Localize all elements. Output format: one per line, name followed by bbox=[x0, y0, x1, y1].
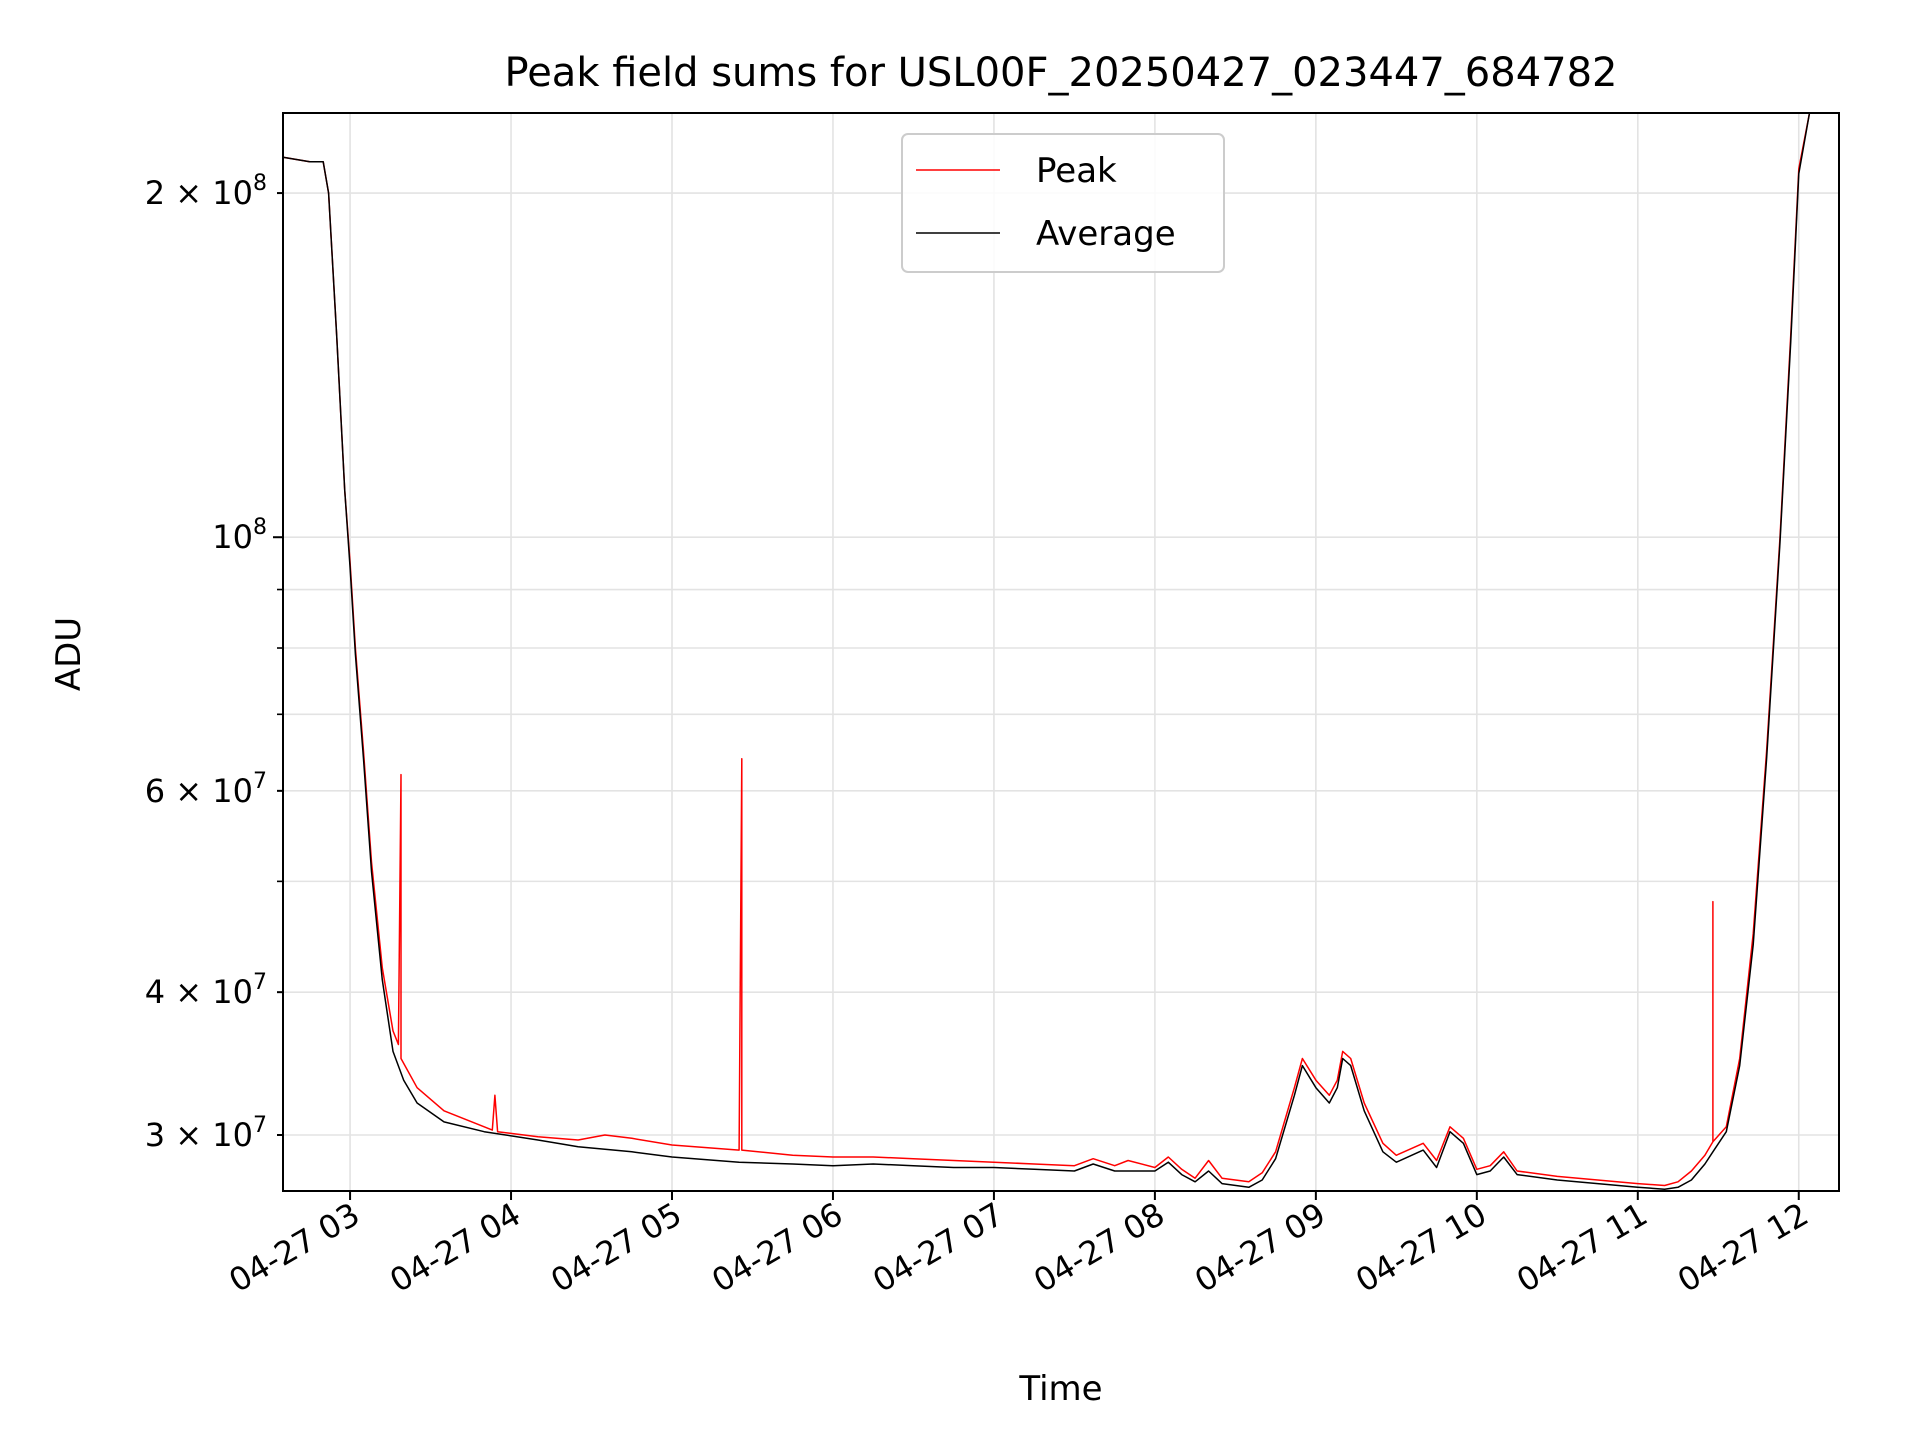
y-tick-label: 3 × 107 bbox=[145, 1113, 267, 1154]
series-line-average bbox=[283, 113, 1811, 1190]
legend-label-average: Average bbox=[1036, 214, 1176, 254]
series-line-peak bbox=[283, 113, 1811, 1187]
y-tick-label: 108 bbox=[212, 515, 267, 556]
y-tick-label: 4 × 107 bbox=[145, 970, 267, 1011]
legend-box bbox=[901, 133, 1225, 273]
y-tick-layer: 108 3 × 107 4 × 107 6 × 107 2 × 108 bbox=[145, 171, 283, 1154]
axes-frame bbox=[282, 112, 1840, 1192]
legend-label-peak: Peak bbox=[1036, 151, 1117, 191]
y-tick-label: 6 × 107 bbox=[145, 769, 267, 810]
legend: Peak Average bbox=[901, 133, 1225, 273]
series-layer bbox=[283, 113, 1811, 1190]
x-axis-label: Time bbox=[1018, 1369, 1102, 1409]
y-tick-label: 2 × 108 bbox=[145, 171, 267, 212]
y-axis-label: ADU bbox=[49, 617, 89, 691]
chart-title: Peak field sums for USL00F_20250427_0234… bbox=[505, 50, 1618, 96]
